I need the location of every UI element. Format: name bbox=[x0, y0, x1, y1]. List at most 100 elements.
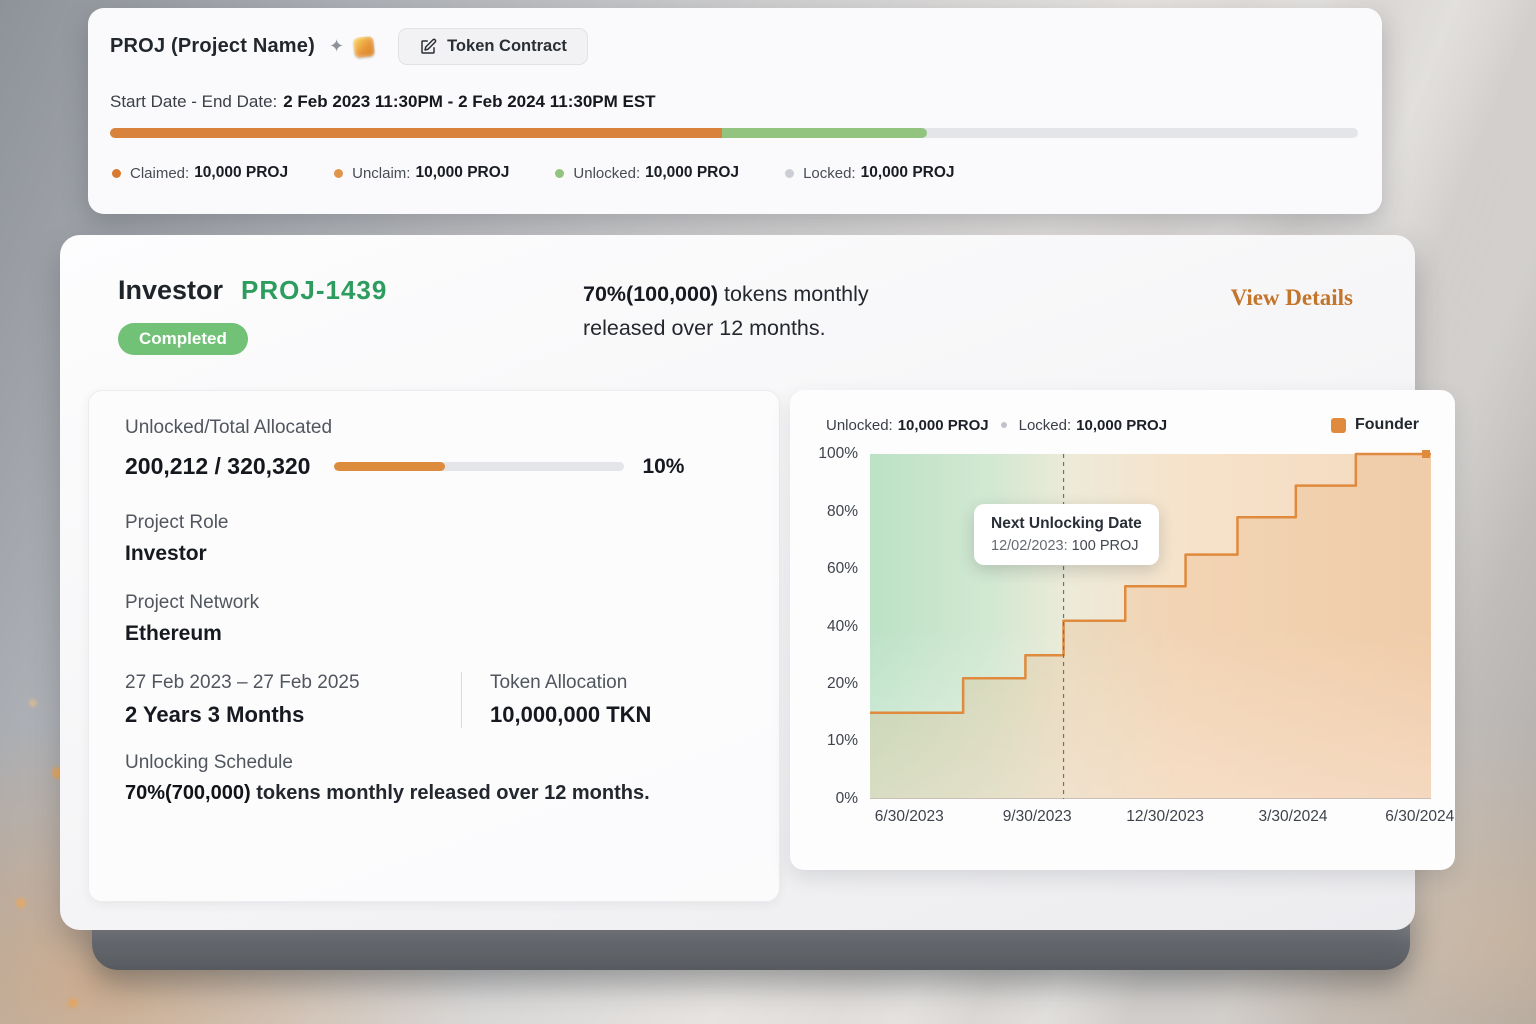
view-details-link[interactable]: View Details bbox=[1230, 285, 1353, 310]
founder-series-label: Founder bbox=[1355, 416, 1419, 433]
y-tick: 80% bbox=[826, 502, 858, 520]
schedule-rest: tokens monthly released over 12 months. bbox=[250, 782, 650, 804]
edit-contract-icon bbox=[419, 38, 437, 56]
y-tick: 100% bbox=[818, 445, 858, 462]
unlocked-total-label: Unlocked/Total Allocated bbox=[125, 417, 333, 438]
date-range-label: Start Date - End Date: bbox=[110, 92, 278, 111]
project-code: PROJ-1439 bbox=[241, 275, 388, 305]
separator-dot bbox=[1000, 422, 1007, 428]
project-network-value: Ethereum bbox=[125, 622, 222, 645]
unclaimed-dot bbox=[334, 168, 344, 178]
tooltip-value: 100 PROJ bbox=[1071, 538, 1139, 554]
series-legend-founder: Founder bbox=[1331, 416, 1419, 434]
founder-series-swatch bbox=[1331, 417, 1346, 433]
diamond-icon: ✦ bbox=[328, 36, 345, 56]
project-role-label: Project Role bbox=[125, 512, 229, 533]
unlocked-segment bbox=[721, 128, 928, 138]
x-tick: 6/30/2024 bbox=[1385, 808, 1455, 825]
vertical-divider bbox=[461, 672, 462, 728]
gold-token-icon bbox=[353, 35, 376, 58]
token-allocation-label: Token Allocation bbox=[490, 672, 628, 693]
summary-line-2: released over 12 months. bbox=[583, 316, 826, 340]
x-tick: 3/30/2024 bbox=[1258, 808, 1328, 825]
period-value: 2 Years 3 Months bbox=[125, 702, 305, 727]
bokeh-dots-decoration bbox=[0, 0, 6, 6]
summary-rest: tokens monthly bbox=[718, 282, 869, 306]
legend-label: Unclaim: bbox=[352, 164, 411, 182]
progress-legend: Claimed: 10,000 PROJ Unclaim: 10,000 PRO… bbox=[112, 164, 955, 182]
unlocking-schedule-value: 70%(700,000) tokens monthly released ove… bbox=[125, 782, 743, 805]
chart-legend-locked: Locked: 10,000 PROJ bbox=[1019, 417, 1167, 434]
chart-body: 100% 80% 60% 40% 20% 10% 0% bbox=[814, 445, 1431, 807]
date-range-row: Start Date - End Date: 2 Feb 2023 11:30PM… bbox=[110, 92, 656, 112]
chart-locked-value: 10,000 PROJ bbox=[1076, 416, 1168, 434]
token-contract-button[interactable]: Token Contract bbox=[398, 28, 588, 65]
y-tick: 0% bbox=[835, 790, 858, 807]
unlocked-progress-bar bbox=[334, 462, 625, 471]
x-tick: 12/30/2023 bbox=[1126, 808, 1204, 825]
allocation-column: Token Allocation 10,000,000 TKN bbox=[490, 672, 651, 728]
unlocked-total-value: 200,212 / 320,320 bbox=[125, 453, 311, 479]
claimed-dot bbox=[112, 168, 121, 178]
investor-role-title: Investor bbox=[118, 275, 224, 305]
y-tick: 40% bbox=[826, 617, 858, 635]
y-tick: 60% bbox=[826, 559, 858, 577]
investor-card: Investor PROJ-1439 Completed 70%(100,000… bbox=[60, 235, 1455, 930]
project-title-row: PROJ (Project Name) ✦ Token Contract bbox=[110, 28, 588, 65]
chart-plot-area: Next Unlocking Date 12/02/2023: 100 PROJ bbox=[870, 450, 1431, 799]
unlocked-progress-fill bbox=[334, 462, 445, 471]
status-badge: Completed bbox=[118, 323, 248, 355]
chart-unlocked-value: 10,000 PROJ bbox=[897, 416, 989, 434]
legend-value: 10,000 PROJ bbox=[415, 164, 510, 181]
token-allocation-value: 10,000,000 TKN bbox=[490, 702, 652, 727]
y-tick: 20% bbox=[826, 675, 858, 692]
period-allocation-row: 27 Feb 2023 – 27 Feb 2025 2 Years 3 Mont… bbox=[125, 672, 743, 728]
date-range-value: 2 Feb 2023 11:30PM - 2 Feb 2024 11:30PM … bbox=[283, 92, 656, 111]
legend-claimed: Claimed: 10,000 PROJ bbox=[112, 164, 288, 182]
tooltip-title: Next Unlocking Date bbox=[991, 515, 1142, 532]
legend-label: Claimed: bbox=[130, 164, 190, 182]
y-tick: 10% bbox=[826, 732, 858, 750]
chart-locked-label: Locked: bbox=[1018, 416, 1072, 434]
chart-legend-unlocked: Unlocked: 10,000 PROJ bbox=[826, 417, 989, 434]
tooltip-date: 12/02/2023: bbox=[991, 538, 1068, 554]
legend-unclaimed: Unclaim: 10,000 PROJ bbox=[334, 164, 509, 182]
tooltip-line: 12/02/2023: 100 PROJ bbox=[991, 538, 1142, 554]
x-tick: 9/30/2023 bbox=[1002, 808, 1072, 825]
project-network-label: Project Network bbox=[125, 592, 260, 613]
token-contract-label: Token Contract bbox=[447, 37, 567, 55]
period-column: 27 Feb 2023 – 27 Feb 2025 2 Years 3 Mont… bbox=[125, 672, 461, 728]
chart-legend-row: Unlocked: 10,000 PROJ Locked: 10,000 PRO… bbox=[814, 416, 1431, 434]
project-header-card: PROJ (Project Name) ✦ Token Contract Sta… bbox=[88, 8, 1382, 214]
legend-label: Locked: bbox=[803, 164, 856, 182]
summary-line-1: 70%(100,000) tokens monthly bbox=[583, 277, 869, 311]
y-axis: 100% 80% 60% 40% 20% 10% 0% bbox=[814, 445, 870, 807]
unlocked-dot bbox=[555, 168, 565, 178]
project-title: PROJ (Project Name) bbox=[110, 35, 315, 57]
schedule-strong: 70%(700,000) bbox=[125, 782, 251, 804]
unlocking-schedule-label: Unlocking Schedule bbox=[125, 752, 293, 773]
locked-dot bbox=[785, 168, 795, 178]
project-role-value: Investor bbox=[125, 542, 207, 565]
vesting-summary: 70%(100,000) tokens monthly released ove… bbox=[583, 277, 869, 345]
chart-unlocked-label: Unlocked: bbox=[826, 416, 893, 434]
next-unlocking-tooltip: Next Unlocking Date 12/02/2023: 100 PROJ bbox=[974, 504, 1159, 565]
legend-value: 10,000 PROJ bbox=[860, 164, 955, 181]
investor-title-row: Investor PROJ-1439 bbox=[118, 275, 387, 306]
legend-label: Unlocked: bbox=[573, 164, 641, 182]
x-tick: 6/30/2023 bbox=[874, 808, 944, 825]
x-axis: 6/30/2023 9/30/2023 12/30/2023 3/30/2024… bbox=[870, 808, 1454, 834]
unlocked-total-row: 200,212 / 320,320 10% bbox=[125, 453, 743, 480]
claimed-segment bbox=[110, 128, 722, 138]
legend-locked: Locked: 10,000 PROJ bbox=[785, 164, 955, 182]
legend-unlocked: Unlocked: 10,000 PROJ bbox=[555, 164, 739, 182]
period-label: 27 Feb 2023 – 27 Feb 2025 bbox=[125, 672, 360, 693]
legend-value: 10,000 PROJ bbox=[645, 164, 740, 181]
details-panel: Unlocked/Total Allocated 200,212 / 320,3… bbox=[88, 390, 780, 902]
vesting-chart-card: Unlocked: 10,000 PROJ Locked: 10,000 PRO… bbox=[790, 390, 1455, 870]
unlocked-percent: 10% bbox=[642, 454, 685, 478]
legend-value: 10,000 PROJ bbox=[194, 164, 289, 181]
overall-progress-bar bbox=[110, 128, 1358, 138]
summary-strong: 70%(100,000) bbox=[583, 282, 719, 306]
